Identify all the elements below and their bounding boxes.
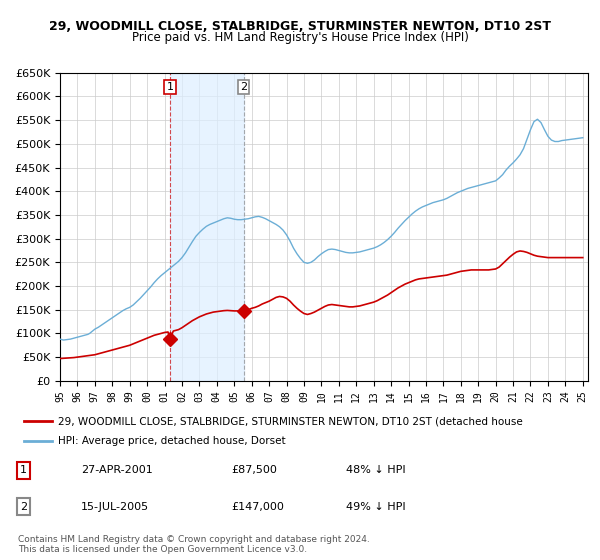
Text: 29, WOODMILL CLOSE, STALBRIDGE, STURMINSTER NEWTON, DT10 2ST (detached house: 29, WOODMILL CLOSE, STALBRIDGE, STURMINS… (58, 417, 523, 426)
Text: 1: 1 (167, 82, 173, 92)
Text: £87,500: £87,500 (231, 465, 277, 475)
Text: Price paid vs. HM Land Registry's House Price Index (HPI): Price paid vs. HM Land Registry's House … (131, 31, 469, 44)
Text: 2: 2 (240, 82, 247, 92)
Text: 15-JUL-2005: 15-JUL-2005 (81, 502, 149, 511)
Text: 27-APR-2001: 27-APR-2001 (81, 465, 153, 475)
Text: Contains HM Land Registry data © Crown copyright and database right 2024.
This d: Contains HM Land Registry data © Crown c… (18, 535, 370, 554)
Bar (170, 73, 244, 381)
Text: 48% ↓ HPI: 48% ↓ HPI (346, 465, 406, 475)
Text: HPI: Average price, detached house, Dorset: HPI: Average price, detached house, Dors… (58, 436, 286, 446)
Text: 1: 1 (20, 465, 27, 475)
Text: 2: 2 (20, 502, 27, 511)
Text: £147,000: £147,000 (231, 502, 284, 511)
Text: 29, WOODMILL CLOSE, STALBRIDGE, STURMINSTER NEWTON, DT10 2ST: 29, WOODMILL CLOSE, STALBRIDGE, STURMINS… (49, 20, 551, 32)
Text: 49% ↓ HPI: 49% ↓ HPI (346, 502, 406, 511)
